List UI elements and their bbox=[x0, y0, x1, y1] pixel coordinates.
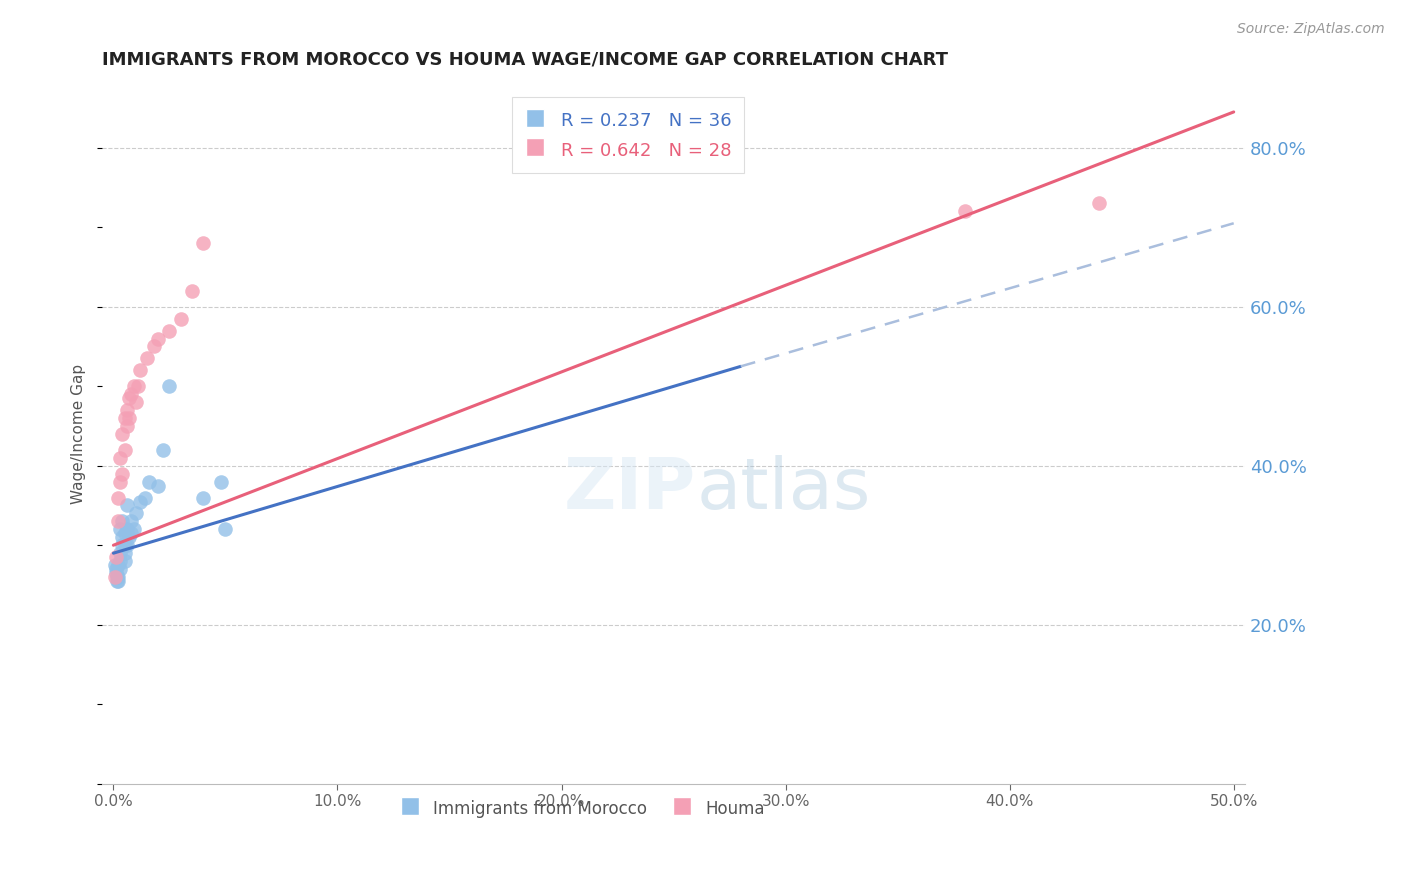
Point bbox=[111, 426, 134, 441]
Point bbox=[138, 475, 160, 489]
Point bbox=[111, 530, 134, 544]
Point bbox=[214, 522, 236, 536]
Point bbox=[114, 526, 136, 541]
Point bbox=[108, 554, 131, 568]
Point bbox=[104, 562, 127, 576]
Point bbox=[108, 475, 131, 489]
Point bbox=[118, 391, 141, 405]
Point bbox=[118, 530, 141, 544]
Point bbox=[107, 574, 129, 588]
Point bbox=[107, 515, 129, 529]
Point bbox=[107, 491, 129, 505]
Point bbox=[115, 522, 138, 536]
Point bbox=[111, 467, 134, 481]
Point bbox=[115, 419, 138, 434]
Point bbox=[136, 351, 159, 366]
Point bbox=[114, 546, 136, 560]
Point bbox=[111, 515, 134, 529]
Point bbox=[103, 558, 125, 573]
Point bbox=[159, 324, 181, 338]
Point bbox=[120, 387, 142, 401]
Point bbox=[111, 538, 134, 552]
Point bbox=[1088, 196, 1111, 211]
Point bbox=[120, 526, 142, 541]
Point bbox=[122, 522, 145, 536]
Point bbox=[129, 494, 152, 508]
Point bbox=[114, 411, 136, 425]
Point bbox=[129, 363, 152, 377]
Point bbox=[191, 236, 214, 251]
Point bbox=[114, 538, 136, 552]
Point bbox=[142, 339, 165, 353]
Point bbox=[105, 574, 128, 588]
Point bbox=[127, 379, 149, 393]
Text: IMMIGRANTS FROM MOROCCO VS HOUMA WAGE/INCOME GAP CORRELATION CHART: IMMIGRANTS FROM MOROCCO VS HOUMA WAGE/IN… bbox=[103, 51, 948, 69]
Point bbox=[148, 478, 170, 492]
Point bbox=[107, 570, 129, 584]
Legend: Immigrants from Morocco, Houma: Immigrants from Morocco, Houma bbox=[392, 792, 772, 824]
Point bbox=[114, 554, 136, 568]
Point bbox=[209, 475, 232, 489]
Point bbox=[103, 570, 125, 584]
Point bbox=[115, 538, 138, 552]
Point bbox=[108, 546, 131, 560]
Text: Source: ZipAtlas.com: Source: ZipAtlas.com bbox=[1237, 22, 1385, 37]
Text: atlas: atlas bbox=[696, 456, 870, 524]
Point bbox=[104, 550, 127, 565]
Point bbox=[125, 507, 148, 521]
Point bbox=[115, 499, 138, 513]
Y-axis label: Wage/Income Gap: Wage/Income Gap bbox=[72, 364, 86, 504]
Point bbox=[152, 442, 174, 457]
Point bbox=[107, 558, 129, 573]
Point bbox=[125, 395, 148, 409]
Point bbox=[191, 491, 214, 505]
Point bbox=[114, 442, 136, 457]
Point bbox=[108, 450, 131, 465]
Point bbox=[115, 403, 138, 417]
Point bbox=[159, 379, 181, 393]
Point bbox=[134, 491, 156, 505]
Point bbox=[120, 515, 142, 529]
Point bbox=[105, 570, 128, 584]
Point bbox=[953, 204, 976, 219]
Point bbox=[169, 311, 191, 326]
Text: ZIP: ZIP bbox=[564, 456, 696, 524]
Point bbox=[118, 411, 141, 425]
Point bbox=[122, 379, 145, 393]
Point bbox=[108, 522, 131, 536]
Point bbox=[148, 332, 170, 346]
Point bbox=[180, 284, 202, 298]
Point bbox=[104, 566, 127, 580]
Point bbox=[108, 562, 131, 576]
